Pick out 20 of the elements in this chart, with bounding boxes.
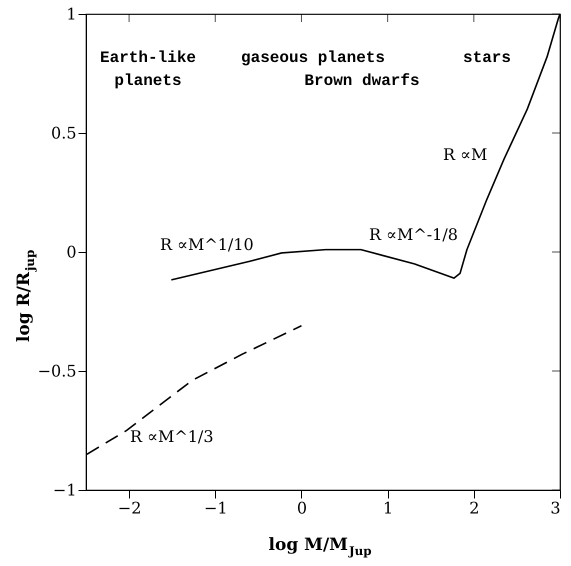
x-tick-label: 0 — [296, 498, 308, 518]
y-tick-label: 0 — [66, 242, 76, 262]
annotation: R ∝M — [443, 145, 488, 164]
annotation: R ∝M^1/10 — [160, 235, 254, 254]
x-tick-label: −1 — [204, 498, 228, 518]
y-tick-label: 1 — [66, 4, 76, 24]
x-tick-label: 1 — [383, 498, 394, 518]
annotation: stars — [462, 49, 512, 67]
annotation: Earth-like planets — [100, 49, 196, 90]
annotation: R ∝M^1/3 — [130, 427, 214, 446]
annotation: gaseous planets — [240, 49, 386, 67]
x-tick-label: −2 — [118, 498, 142, 518]
y-axis-title: log R/Rjup — [14, 250, 37, 342]
y-tick-label: −1 — [52, 480, 76, 500]
y-tick-label: −0.5 — [38, 362, 76, 380]
annotation: R ∝M^-1/8 — [369, 225, 458, 244]
x-tick-label: 3 — [550, 498, 560, 518]
y-tick-label: 0.5 — [51, 124, 76, 142]
annotation: Brown dwarfs — [304, 72, 420, 90]
x-tick-label: 2 — [469, 498, 480, 518]
